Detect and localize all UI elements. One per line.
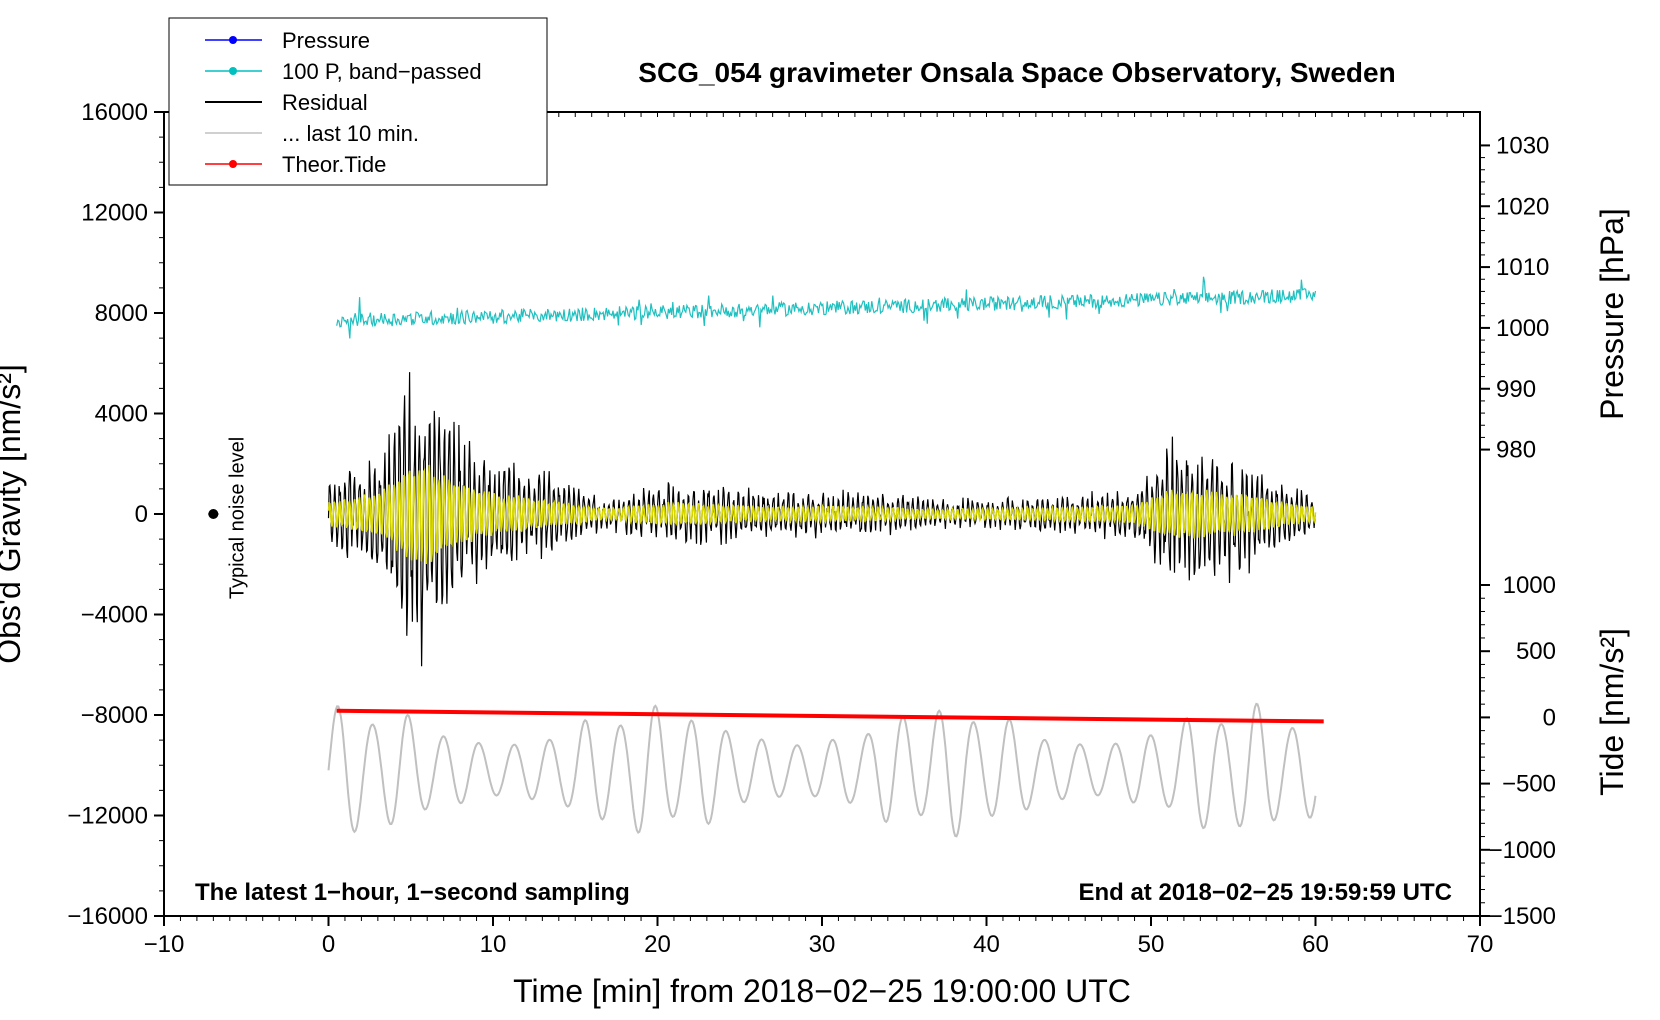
- x-tick-label: 20: [644, 931, 671, 958]
- pressure-tick-label: 980: [1496, 437, 1536, 464]
- x-tick-label: 30: [809, 931, 836, 958]
- tide-tick-label: −1000: [1489, 837, 1556, 864]
- legend-label: ... last 10 min.: [282, 121, 419, 146]
- legend-label: Theor.Tide: [282, 152, 386, 177]
- legend: Pressure 100 P, band−passed Residual ... la…: [168, 17, 548, 186]
- legend-label: 100 P, band−passed: [282, 59, 482, 84]
- series-last-10-min: [327, 702, 1317, 838]
- end-time-annotation: End at 2018−02−25 19:59:59 UTC: [1078, 879, 1452, 906]
- x-axis-title: Time [min] from 2018−02−25 19:00:00 UTC: [513, 973, 1131, 1009]
- series-theor-tide: [336, 708, 1324, 724]
- pressure-tick-label: 1030: [1496, 132, 1549, 159]
- pressure-tick-label: 1010: [1496, 254, 1549, 281]
- x-tick-label: 60: [1302, 931, 1329, 958]
- tide-tick-label: −1500: [1489, 903, 1556, 930]
- y-left-axis-ticks: 16000 12000 8000 4000 0 −4000 −8000 −12000 −1600…: [67, 99, 164, 930]
- y-tick-label: −4000: [81, 602, 148, 629]
- y-left-axis-title: Obs'd Gravity [nm/s²]: [0, 364, 27, 664]
- x-tick-label: −10: [144, 931, 185, 958]
- y-tick-label: 16000: [81, 99, 148, 126]
- noise-level-label: Typical noise level: [226, 437, 248, 599]
- tide-tick-label: −500: [1502, 771, 1556, 798]
- pressure-axis-ticks: 1030 1020 1010 1000 990 980: [1480, 132, 1549, 464]
- legend-marker: [229, 160, 237, 168]
- y-tick-label: −16000: [67, 903, 148, 930]
- legend-label: Residual: [282, 90, 368, 115]
- y-tick-label: 4000: [95, 401, 148, 428]
- tide-tick-label: 1000: [1503, 572, 1556, 599]
- y-tick-label: 8000: [95, 300, 148, 327]
- tide-axis-ticks: 1000 500 0 −500 −1000 −1500: [1480, 572, 1556, 930]
- x-tick-label: 50: [1138, 931, 1165, 958]
- tide-tick-label: 500: [1516, 638, 1556, 665]
- series-residual-filtered: [327, 464, 1317, 565]
- tide-tick-label: 0: [1543, 704, 1556, 731]
- y-tick-label: −12000: [67, 803, 148, 830]
- x-tick-label: 10: [480, 931, 507, 958]
- tide-axis-title: Tide [nm/s²]: [1594, 628, 1630, 796]
- chart-title: SCG_054 gravimeter Onsala Space Observat…: [638, 57, 1395, 88]
- legend-marker: [229, 67, 237, 75]
- sampling-annotation: The latest 1−hour, 1−second sampling: [195, 879, 630, 906]
- pressure-tick-label: 1020: [1496, 193, 1549, 220]
- x-axis-ticks: −10 0 10 20 30 40 50 60 70: [144, 916, 1494, 958]
- y-tick-label: −8000: [81, 702, 148, 729]
- series-residual: [327, 372, 1317, 667]
- noise-level-marker: [208, 509, 219, 519]
- y-tick-label: 0: [135, 501, 148, 528]
- pressure-tick-label: 990: [1496, 376, 1536, 403]
- legend-label: Pressure: [282, 28, 370, 53]
- series-pressure-bandpassed: [336, 276, 1317, 339]
- x-tick-label: 40: [973, 931, 1000, 958]
- legend-marker: [229, 36, 237, 44]
- x-tick-label: 0: [322, 931, 335, 958]
- pressure-axis-title: Pressure [hPa]: [1594, 208, 1630, 420]
- x-tick-label: 70: [1467, 931, 1494, 958]
- y-tick-label: 12000: [81, 200, 148, 227]
- pressure-tick-label: 1000: [1496, 315, 1549, 342]
